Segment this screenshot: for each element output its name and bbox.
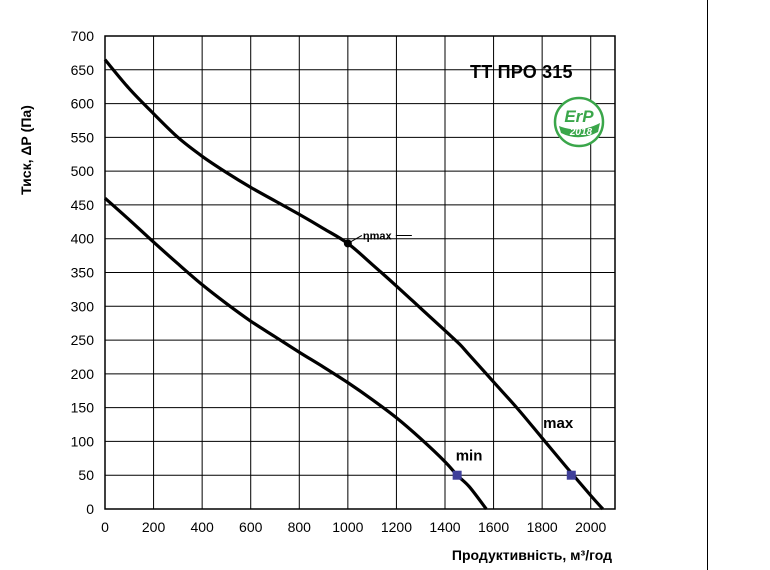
y-tick-label: 50 xyxy=(78,467,94,483)
erp-badge-year: 2018 xyxy=(569,127,593,138)
y-tick-label: 100 xyxy=(71,433,95,449)
operating-point-marker xyxy=(566,470,576,480)
operating-point-marker xyxy=(452,470,462,480)
y-tick-label: 200 xyxy=(71,366,95,382)
y-tick-label: 300 xyxy=(71,298,95,314)
panel-divider xyxy=(707,0,708,570)
x-axis-title: Продуктивність, м³/год xyxy=(451,547,612,563)
efficiency-label: ηmax xyxy=(363,230,393,242)
y-axis-title-text: Тиск, ΔР (Па) xyxy=(18,105,34,195)
chart-title: ТТ ПРО 315 xyxy=(470,62,573,82)
y-tick-label: 700 xyxy=(71,28,95,44)
y-tick-label: 0 xyxy=(86,501,94,517)
series-line-min xyxy=(103,196,488,510)
x-tick-label: 2000 xyxy=(575,519,606,535)
x-tick-label: 1200 xyxy=(381,519,412,535)
curve-annotation-min: min xyxy=(456,447,483,464)
efficiency-leader xyxy=(347,235,363,244)
series-line-max xyxy=(103,58,605,511)
x-tick-label: 1400 xyxy=(429,519,460,535)
erp-badge-text: ErP xyxy=(564,107,594,126)
x-tick-label: 800 xyxy=(288,519,312,535)
x-tick-label: 600 xyxy=(239,519,263,535)
erp-badge-graphic: ErP 2018 xyxy=(553,96,605,148)
erp-2018-badge-icon: ErP 2018 xyxy=(553,96,605,148)
curve-annotation-max: max xyxy=(543,415,574,432)
y-tick-label: 550 xyxy=(71,129,95,145)
erp-badge-ribbon xyxy=(559,123,600,138)
y-tick-label: 500 xyxy=(71,163,95,179)
y-tick-label: 650 xyxy=(71,62,95,78)
x-tick-label: 1000 xyxy=(332,519,363,535)
y-tick-label: 350 xyxy=(71,265,95,281)
y-axis-title: Тиск, ΔР (Па) xyxy=(6,55,46,245)
x-tick-label: 0 xyxy=(101,519,109,535)
plot-frame xyxy=(104,35,616,510)
x-tick-label: 400 xyxy=(190,519,214,535)
y-tick-label: 400 xyxy=(71,231,95,247)
y-tick-label: 450 xyxy=(71,197,95,213)
y-tick-label: 250 xyxy=(71,332,95,348)
x-tick-label: 200 xyxy=(142,519,166,535)
x-tick-label: 1800 xyxy=(527,519,558,535)
x-tick-label: 1600 xyxy=(478,519,509,535)
y-tick-label: 150 xyxy=(71,400,95,416)
y-tick-label: 600 xyxy=(71,96,95,112)
